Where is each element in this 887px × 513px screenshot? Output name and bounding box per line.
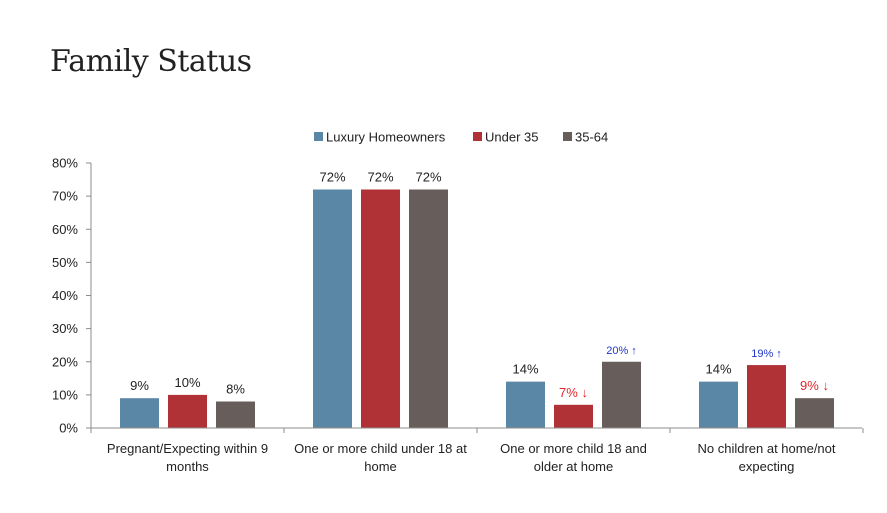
bar [699,381,738,428]
legend-label: Luxury Homeowners [326,130,446,145]
data-label: 7% ↓ [559,385,588,400]
bar [120,398,159,428]
bar [795,398,834,428]
x-category-label: One or more child under 18 at home [294,441,467,474]
bar [506,381,545,428]
y-tick-label: 50% [52,255,78,270]
chart-legend: Luxury Homeowners Under 35 35-64 [314,130,608,145]
x-category-label-line: One or more child under 18 at [294,441,467,456]
x-category-label-line: older at home [534,459,614,474]
data-label: 9% ↓ [800,378,829,393]
x-category-label-line: expecting [739,459,795,474]
bar [554,404,593,428]
data-label: 72% [319,170,345,185]
x-category-label: One or more child 18 and older at home [500,441,647,474]
x-category-label: Pregnant/Expecting within 9 months [107,441,268,474]
y-axis: 0% 10% 20% 30% 40% 50% 60% 70% 80% [52,156,92,436]
legend-label: 35-64 [575,130,608,145]
y-tick-label: 0% [59,421,78,436]
y-tick-label: 20% [52,354,78,369]
y-tick-label: 60% [52,222,78,237]
data-label: 14% [705,362,731,377]
x-category-label-line: One or more child 18 and [500,441,647,456]
x-axis: Pregnant/Expecting within 9 months One or … [90,427,864,474]
bar [409,189,448,428]
bar [216,401,255,428]
page-title: Family Status [50,44,252,79]
data-label: 10% [174,375,200,390]
data-label: 9% [130,378,149,393]
y-tick-label: 70% [52,189,78,204]
data-label: 72% [367,170,393,185]
x-category-label-line: Pregnant/Expecting within 9 [107,441,268,456]
legend-swatch [563,132,572,141]
y-tick-label: 40% [52,288,78,303]
data-label: 72% [415,170,441,185]
bar [361,189,400,428]
x-category-label-line: home [364,459,397,474]
bar [313,189,352,428]
data-label: 8% [226,382,245,397]
x-category-label-line: months [166,459,209,474]
bar [747,365,786,428]
data-label: 20% ↑ [606,345,637,357]
y-tick-label: 80% [52,156,78,171]
bar [602,361,641,428]
legend-label: Under 35 [485,130,538,145]
data-label: 14% [512,362,538,377]
data-label: 19% ↑ [751,348,782,360]
y-tick-label: 10% [52,387,78,402]
bar [168,394,207,428]
bars: 9% 10% 8% 72% 72% 72% 14% 7% ↓ 20% ↑ 14% 19% ↑ 9% ↓ [120,170,834,428]
legend-swatch [473,132,482,141]
x-category-label-line: No children at home/not [697,441,835,456]
x-category-label: No children at home/not expecting [697,441,835,474]
legend-swatch [314,132,323,141]
y-tick-label: 30% [52,321,78,336]
